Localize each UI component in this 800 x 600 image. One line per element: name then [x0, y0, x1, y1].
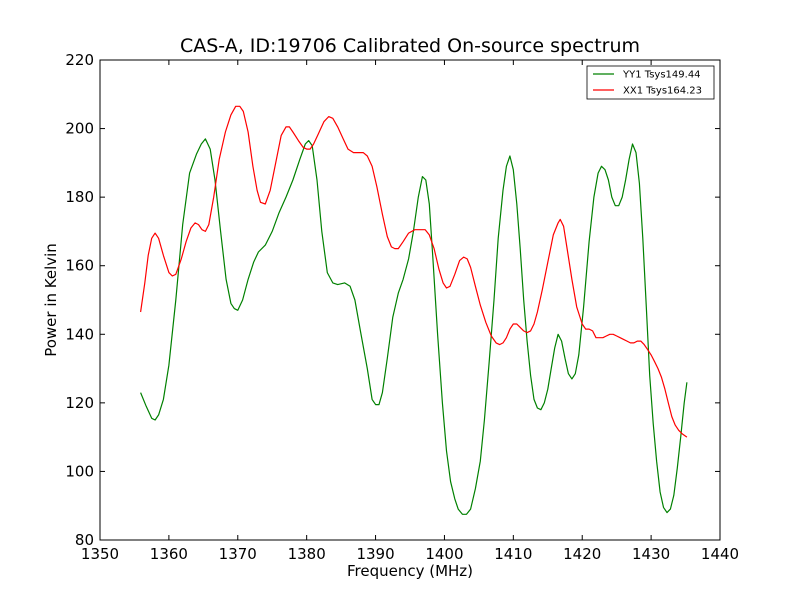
x-tick-label: 1420 [563, 545, 601, 563]
x-tick-label: 1410 [494, 545, 532, 563]
x-tick-label: 1390 [356, 545, 394, 563]
x-tick-label: 1440 [701, 545, 739, 563]
legend-box [586, 65, 715, 100]
y-tick-label: 100 [65, 462, 94, 480]
x-tick-label: 1350 [81, 545, 119, 563]
x-tick-label: 1400 [425, 545, 463, 563]
series-line-2 [140, 105, 688, 438]
series-line-1 [140, 138, 688, 515]
axis-ticks: 1350 1360 1370 1380 1390 1400 1410 1420 1430 1440… [65, 51, 739, 563]
y-tick-label: 80 [75, 531, 94, 549]
x-tick-label: 1360 [150, 545, 188, 563]
y-tick-label: 140 [65, 325, 94, 343]
plot-area [100, 60, 720, 540]
plot-frame [99, 59, 721, 541]
chart-title: CAS-A, ID:19706 Calibrated On-source spe… [180, 35, 640, 57]
y-tick-label: 200 [65, 120, 94, 138]
x-tick-label: 1430 [632, 545, 670, 563]
y-tick-label: 220 [65, 51, 94, 69]
x-tick-label: 1370 [219, 545, 257, 563]
legend-label-1: YY1 Tsys149.44 [622, 70, 701, 81]
legend: YY1 Tsys149.44 XX1 Tsys164.23 [586, 65, 715, 100]
x-axis-label: Frequency (MHz) [347, 562, 473, 580]
y-tick-label: 180 [65, 188, 94, 206]
legend-label-2: XX1 Tsys164.23 [623, 86, 702, 97]
x-tick-label: 1380 [288, 545, 326, 563]
y-axis-label: Power in Kelvin [42, 243, 60, 357]
y-tick-label: 120 [65, 394, 94, 412]
series-layer [140, 105, 688, 515]
y-tick-label: 160 [65, 257, 94, 275]
